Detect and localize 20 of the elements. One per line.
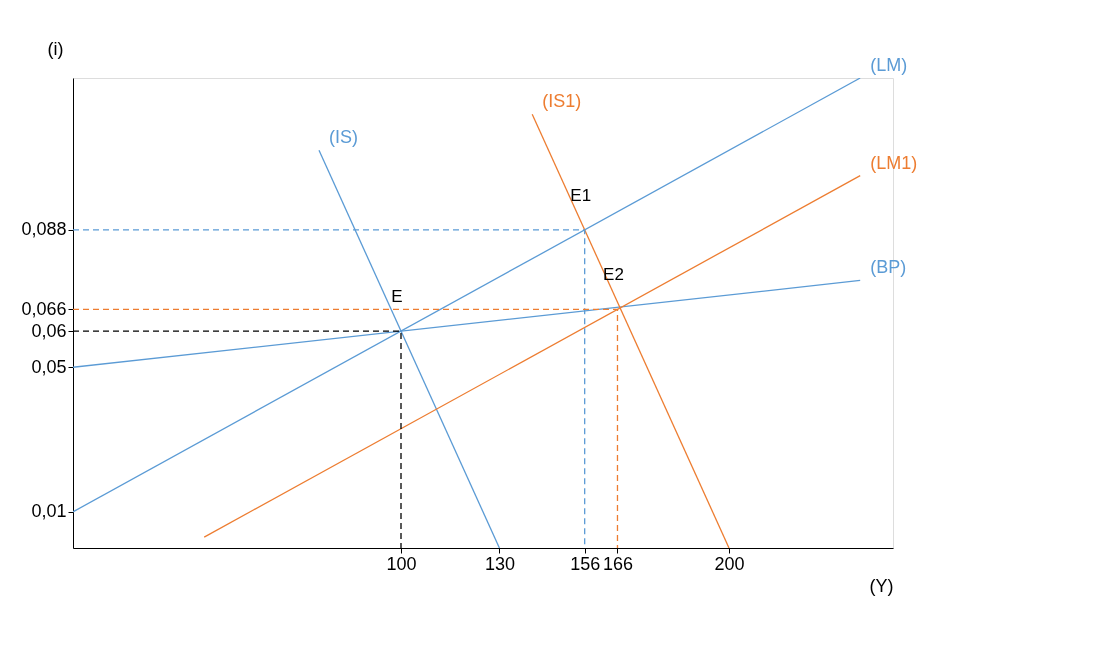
series-label: (LM) [870, 55, 908, 75]
y-tick-label: 0,066 [21, 298, 67, 319]
y-axis-title: (i) [47, 38, 64, 59]
series-label: (IS1) [542, 91, 582, 112]
x-tick-label: 100 [386, 553, 417, 574]
annotation: E [391, 287, 403, 307]
x-tick-label: 200 [714, 553, 745, 574]
x-tick-label: 156 [570, 553, 601, 574]
x-tick-label: 166 [602, 553, 633, 574]
series-label: (IS) [329, 127, 358, 148]
series-label: (LM1) [870, 152, 918, 173]
x-axis-title: (Y) [869, 575, 894, 596]
x-tick-label: 130 [484, 553, 515, 574]
series-label: (BP) [870, 257, 907, 278]
y-tick-label: 0,088 [21, 219, 67, 240]
y-tick-label: 0,05 [31, 356, 67, 377]
y-tick-label: 0,06 [31, 320, 67, 341]
y-tick-label: 0,01 [31, 501, 67, 522]
annotation: E1 [570, 185, 592, 205]
annotation: E2 [603, 265, 624, 285]
